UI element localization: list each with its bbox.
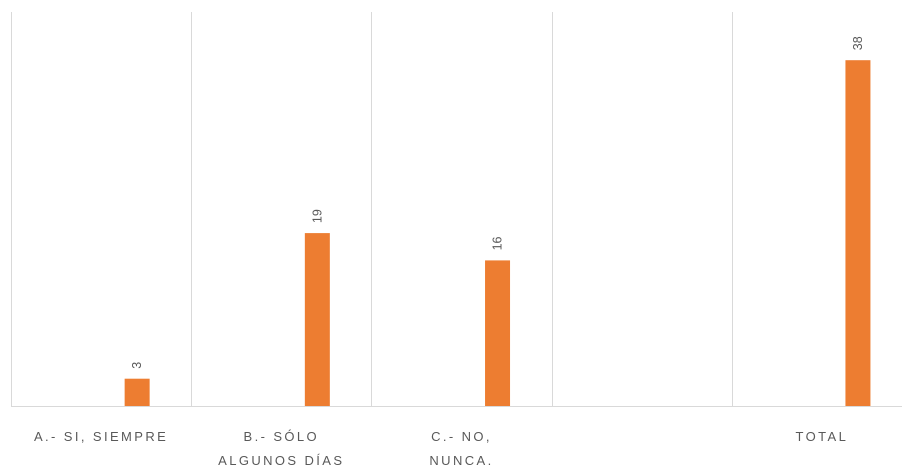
bar [124, 378, 150, 406]
x-tick-label: B.- SÓLO [244, 429, 320, 444]
x-tick-label: NUNCA. [429, 453, 493, 468]
bars [124, 60, 871, 406]
category-separators [11, 12, 733, 406]
x-tick-labels: A.- SI, SIEMPRE B.- SÓLO ALGUNOS DÍAS C.- N… [34, 429, 849, 468]
x-tick-label: ALGUNOS DÍAS [218, 453, 344, 468]
bar [845, 60, 871, 406]
data-label: 16 [491, 236, 505, 250]
data-label: 38 [851, 36, 865, 50]
bar [304, 233, 330, 406]
bar [485, 260, 511, 406]
data-label: 19 [310, 209, 324, 223]
x-tick-label: TOTAL [796, 429, 849, 444]
x-tick-label: A.- SI, SIEMPRE [34, 429, 168, 444]
x-tick-label: C.- NO, [431, 429, 492, 444]
data-label: 3 [130, 362, 144, 369]
data-labels: 3 19 16 38 [130, 36, 865, 368]
